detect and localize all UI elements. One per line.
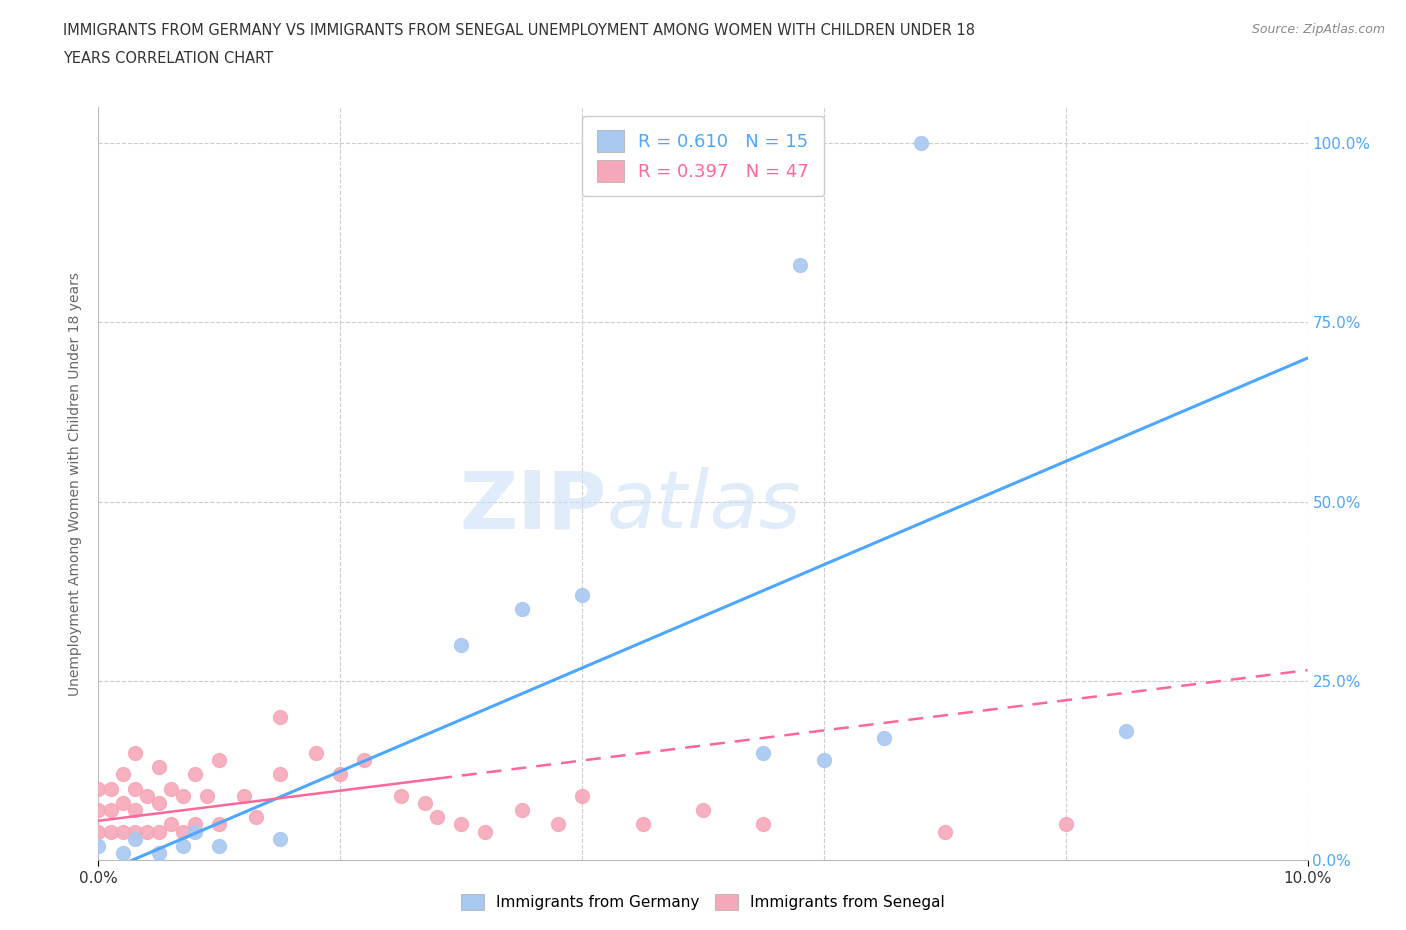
Point [245, 810, 267, 825]
Point [547, 817, 569, 831]
Point [269, 766, 291, 781]
Point [474, 824, 496, 839]
Point [426, 810, 449, 825]
Point [135, 789, 157, 804]
Point [269, 831, 291, 846]
Point [184, 824, 207, 839]
Text: Source: ZipAtlas.com: Source: ZipAtlas.com [1251, 23, 1385, 36]
Point [111, 845, 134, 860]
Point [789, 258, 811, 272]
Point [124, 803, 146, 817]
Point [208, 817, 231, 831]
Text: ZIP: ZIP [458, 467, 606, 545]
Point [208, 752, 231, 767]
Point [160, 781, 183, 796]
Point [135, 824, 157, 839]
Point [160, 817, 183, 831]
Point [148, 845, 170, 860]
Legend: R = 0.610   N = 15, R = 0.397   N = 47: R = 0.610 N = 15, R = 0.397 N = 47 [582, 116, 824, 196]
Point [450, 638, 472, 653]
Point [329, 766, 352, 781]
Point [100, 824, 122, 839]
Point [631, 817, 654, 831]
Point [148, 795, 170, 810]
Point [934, 824, 956, 839]
Point [208, 839, 231, 854]
Text: IMMIGRANTS FROM GERMANY VS IMMIGRANTS FROM SENEGAL UNEMPLOYMENT AMONG WOMEN WITH: IMMIGRANTS FROM GERMANY VS IMMIGRANTS FR… [63, 23, 976, 38]
Point [124, 831, 146, 846]
Point [100, 781, 122, 796]
Y-axis label: Unemployment Among Women with Children Under 18 years: Unemployment Among Women with Children U… [69, 272, 83, 696]
Point [184, 766, 207, 781]
Point [195, 789, 218, 804]
Point [172, 839, 194, 854]
Point [100, 803, 122, 817]
Point [813, 752, 835, 767]
Point [510, 602, 533, 617]
Point [571, 789, 593, 804]
Point [413, 795, 436, 810]
Point [873, 731, 896, 746]
Text: atlas: atlas [606, 467, 801, 545]
Point [87, 803, 110, 817]
Point [124, 824, 146, 839]
Point [910, 136, 932, 151]
Point [353, 752, 375, 767]
Point [111, 824, 134, 839]
Point [692, 803, 714, 817]
Point [172, 824, 194, 839]
Point [389, 789, 412, 804]
Point [571, 588, 593, 603]
Point [269, 710, 291, 724]
Point [172, 789, 194, 804]
Point [752, 817, 775, 831]
Point [184, 817, 207, 831]
Legend: Immigrants from Germany, Immigrants from Senegal: Immigrants from Germany, Immigrants from… [454, 886, 952, 918]
Point [752, 745, 775, 760]
Point [111, 795, 134, 810]
Point [450, 817, 472, 831]
Point [124, 781, 146, 796]
Point [305, 745, 328, 760]
Point [148, 824, 170, 839]
Point [87, 781, 110, 796]
Point [87, 824, 110, 839]
Point [87, 839, 110, 854]
Point [124, 745, 146, 760]
Point [1054, 817, 1077, 831]
Point [232, 789, 254, 804]
Point [148, 760, 170, 775]
Point [510, 803, 533, 817]
Text: YEARS CORRELATION CHART: YEARS CORRELATION CHART [63, 51, 273, 66]
Point [111, 766, 134, 781]
Point [1115, 724, 1137, 738]
